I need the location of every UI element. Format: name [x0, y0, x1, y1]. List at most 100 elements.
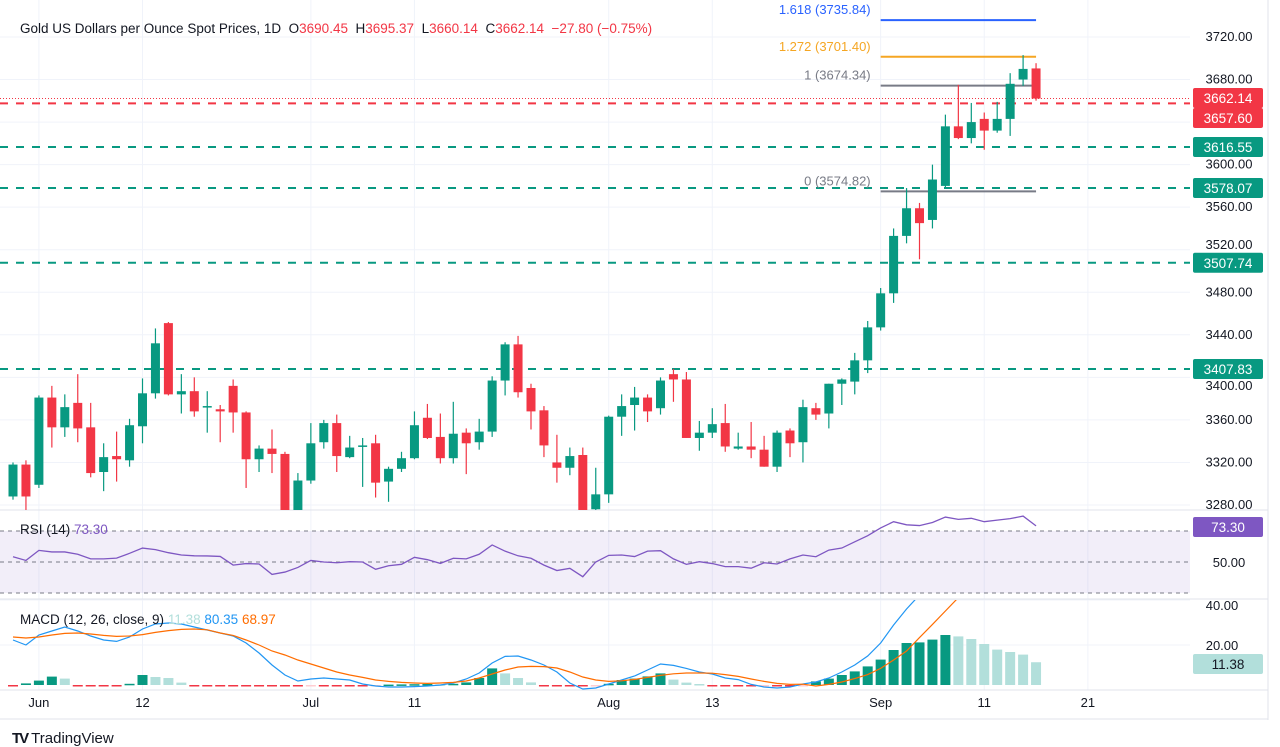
macd-histogram-bar [72, 685, 83, 687]
macd-legend-signal: 68.97 [241, 612, 276, 627]
level-price-tag-bg [1193, 108, 1263, 128]
macd-histogram-bar [241, 685, 252, 687]
macd-legend-macd: 80.35 [204, 612, 239, 627]
price-axis-label: 3480.00 [1206, 284, 1253, 299]
candle-body [384, 468, 394, 482]
candle [915, 202, 924, 260]
candle [643, 394, 653, 423]
rsi-line [12, 515, 1037, 578]
candle [863, 320, 873, 374]
candle-body [422, 417, 432, 438]
candle [332, 414, 342, 473]
candle-body [979, 118, 989, 131]
macd-line [12, 600, 916, 690]
candle [798, 399, 808, 463]
macd-histogram-bar [292, 685, 303, 687]
close-value: 3662.14 [495, 21, 545, 36]
candle-body [953, 126, 963, 139]
candle-body [254, 448, 264, 460]
candle [578, 447, 588, 510]
price-pane: 1.618 (3735.84) 1.272 (3701.40) 1 (3674.34… [0, 2, 1190, 510]
candle-body [850, 360, 860, 382]
price-axis-label: 3400.00 [1206, 378, 1253, 393]
candle [785, 428, 795, 458]
candle-body [150, 343, 160, 394]
candle-body [940, 126, 950, 186]
rsi-legend-value: 73.30 [74, 522, 108, 537]
macd-value-tag-bg [1193, 654, 1263, 674]
candle [927, 164, 937, 229]
macd-histogram-bar [357, 685, 368, 687]
macd-histogram-bar [953, 636, 964, 685]
candle [60, 394, 70, 437]
candle [668, 368, 678, 402]
candle-body [552, 462, 562, 468]
candle-body [99, 457, 109, 473]
candle [539, 406, 549, 458]
macd-pane [8, 600, 1042, 690]
tradingview-logo[interactable]: TV TradingView [12, 730, 114, 747]
candle [280, 451, 290, 510]
macd-histogram-bar [176, 682, 187, 685]
candle-body [8, 464, 18, 497]
candle-body [915, 208, 924, 224]
macd-histogram-bar [409, 684, 420, 686]
candle [202, 391, 212, 433]
candle-body [112, 456, 122, 460]
candle [150, 328, 160, 399]
candle-body [409, 425, 419, 459]
candle [526, 383, 536, 430]
candle-body [733, 446, 743, 449]
candle-body [176, 391, 186, 395]
candle-body [759, 449, 769, 467]
candle [189, 377, 199, 417]
macd-legend-name: MACD (12, 26, close, 9) [20, 612, 165, 627]
candle [448, 401, 458, 464]
symbol-title: Gold US Dollars per Ounce Spot Prices, 1… [20, 21, 282, 36]
macd-legend-hist: 11.38 [167, 612, 201, 627]
candle [617, 394, 627, 436]
candle-body [500, 344, 510, 381]
symbol-legend: Gold US Dollars per Ounce Spot Prices, 1… [20, 21, 652, 36]
high-value: 3695.37 [365, 21, 415, 36]
candle [500, 342, 510, 396]
candle [889, 228, 899, 303]
candle [99, 443, 109, 492]
candle [397, 451, 406, 473]
open-label: O [288, 21, 300, 36]
candle-body [241, 412, 251, 460]
close-label: C [485, 21, 496, 36]
candle [876, 288, 886, 331]
macd-histogram-bar [564, 685, 575, 687]
macd-histogram-bar [979, 644, 990, 685]
candle-body [811, 408, 821, 415]
candle [733, 432, 743, 450]
macd-histogram-bar [823, 678, 834, 685]
date-axis-label: Aug [597, 695, 620, 710]
level-price-tag-bg [1193, 177, 1263, 198]
macd-histogram-bar [810, 681, 821, 685]
candle-body [125, 425, 135, 461]
date-axis-label: 13 [705, 695, 719, 710]
rsi-legend-name: RSI (14) [20, 522, 71, 537]
date-axis-label: 11 [978, 695, 992, 710]
macd-histogram-bar [448, 683, 459, 686]
macd-histogram-bar [487, 668, 498, 685]
candle [902, 188, 912, 244]
rsi-legend: RSI (14) 73.30 [20, 522, 108, 537]
candle [34, 395, 44, 488]
macd-histogram-bar [461, 682, 472, 685]
level-price-tag-bg [1193, 137, 1263, 158]
change-value: −27.80 (−0.75%) [551, 21, 653, 36]
price-axis-label: 3600.00 [1206, 157, 1253, 172]
macd-histogram-bar [551, 685, 562, 687]
macd-histogram-bar [513, 678, 524, 685]
macd-histogram-bar [124, 683, 135, 686]
candle [306, 423, 316, 484]
candle [125, 418, 135, 467]
macd-histogram-bar [46, 676, 57, 685]
candle [953, 84, 963, 140]
candle [850, 352, 860, 395]
candle [241, 411, 251, 488]
